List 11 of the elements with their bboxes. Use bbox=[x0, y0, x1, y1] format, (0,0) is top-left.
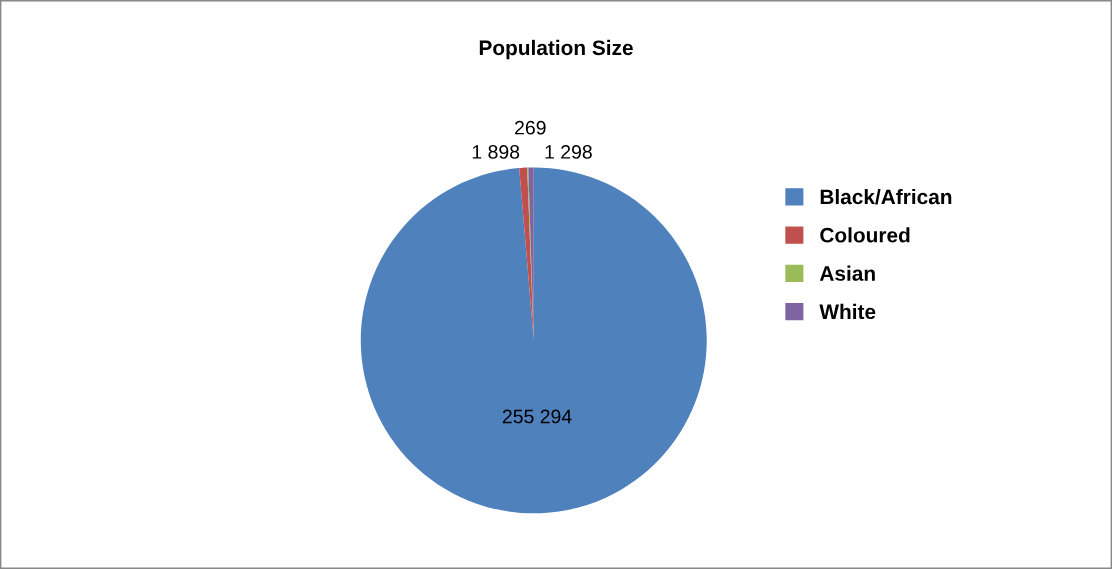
pie-slice bbox=[519, 167, 534, 341]
legend-label: White bbox=[819, 303, 876, 320]
legend-label: Coloured bbox=[820, 227, 910, 243]
data-label: 1 898 bbox=[472, 145, 520, 159]
data-label: 1 298 bbox=[545, 145, 592, 159]
data-label: 269 bbox=[515, 120, 546, 135]
legend-label: Asian bbox=[819, 265, 875, 281]
legend-label: Black/African bbox=[820, 188, 952, 205]
pie-slice bbox=[360, 167, 707, 514]
data-label: 255 294 bbox=[502, 409, 572, 424]
chart-title: Population Size bbox=[479, 39, 633, 60]
